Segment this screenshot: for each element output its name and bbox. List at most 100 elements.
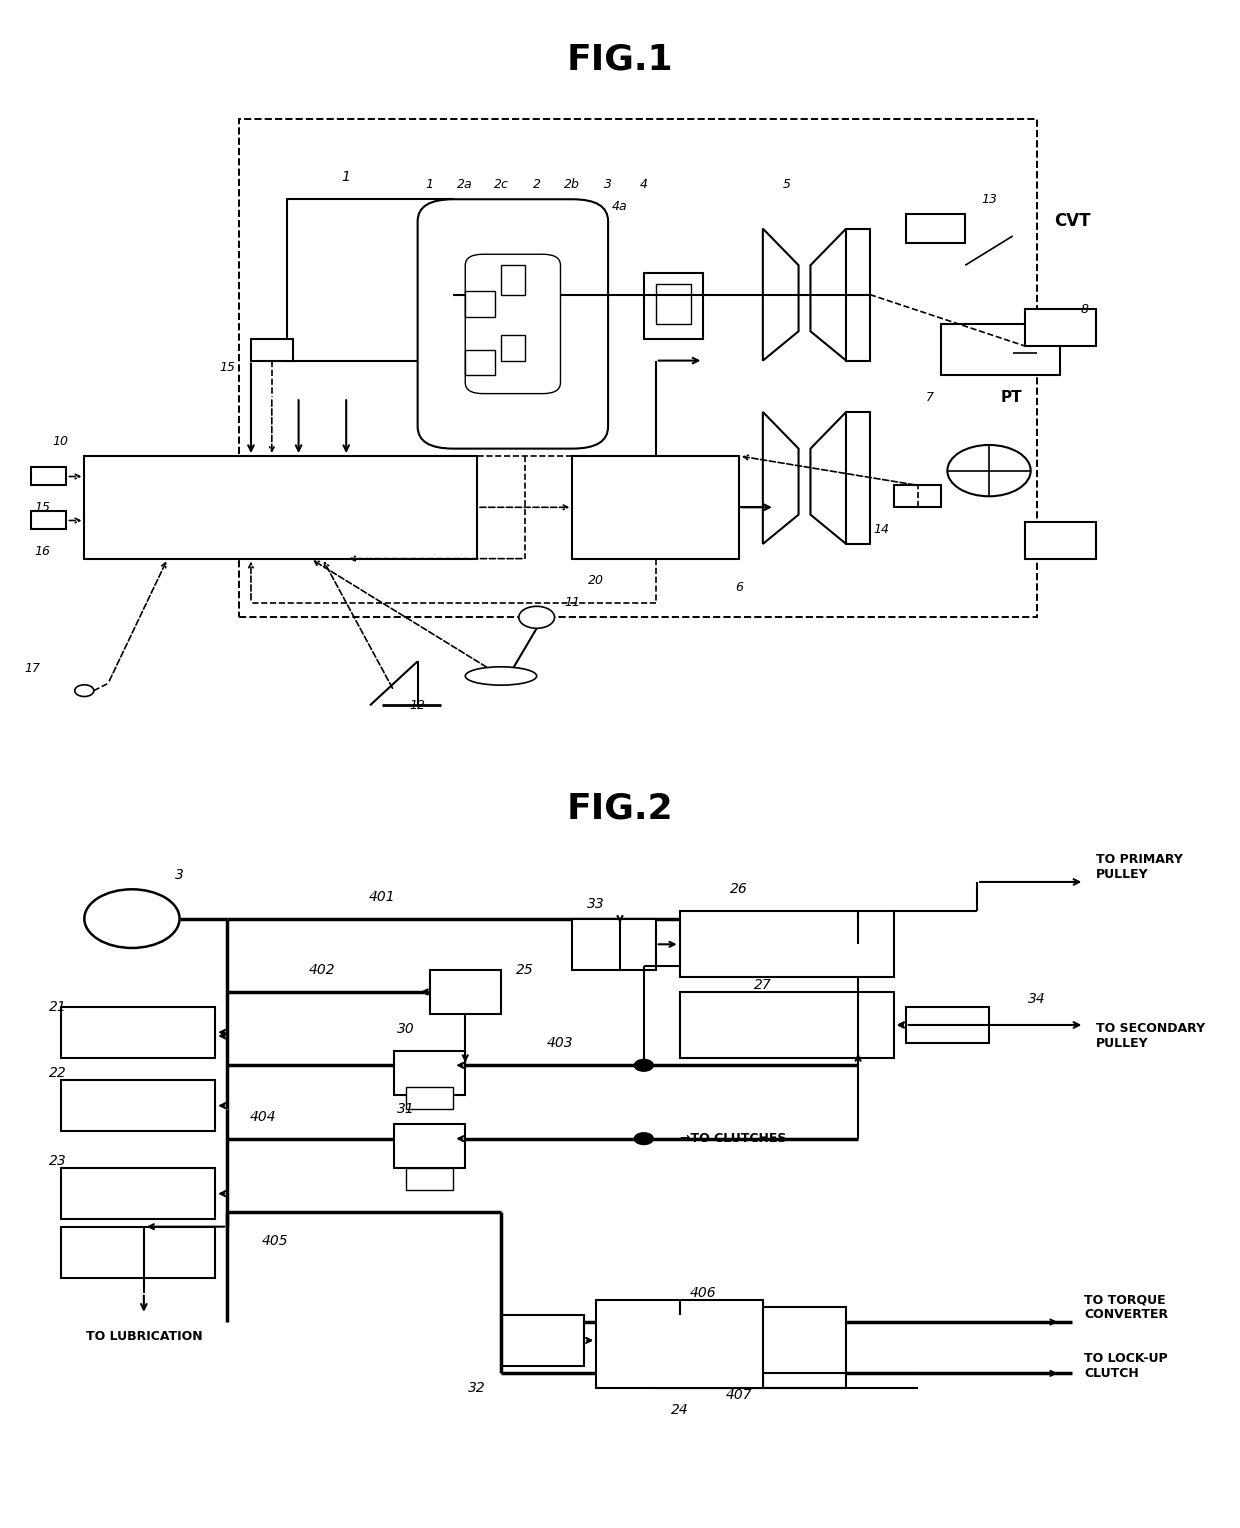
- Bar: [573, 455, 739, 559]
- Text: 403: 403: [547, 1036, 574, 1050]
- Text: 24: 24: [671, 1403, 688, 1416]
- Bar: [846, 229, 870, 361]
- Bar: [501, 1314, 584, 1366]
- Text: 11: 11: [564, 596, 580, 610]
- Text: 25: 25: [516, 963, 533, 976]
- Bar: [656, 1308, 846, 1387]
- Text: 26: 26: [730, 882, 748, 897]
- Bar: [405, 1088, 454, 1109]
- Bar: [394, 1051, 465, 1094]
- Text: TO LUBRICATION: TO LUBRICATION: [86, 1331, 202, 1343]
- Text: 405: 405: [262, 1235, 288, 1248]
- Text: 10: 10: [52, 435, 68, 448]
- Circle shape: [84, 889, 180, 947]
- Bar: [61, 1167, 216, 1219]
- Text: 27: 27: [754, 978, 771, 992]
- Text: PT: PT: [1001, 390, 1023, 405]
- Text: 3: 3: [175, 868, 184, 882]
- Text: 13: 13: [981, 193, 997, 206]
- Bar: [465, 290, 495, 316]
- Text: 8: 8: [1080, 303, 1089, 316]
- Bar: [596, 1300, 763, 1387]
- Text: 21: 21: [48, 999, 67, 1013]
- Text: TO SECONDARY
PULLEY: TO SECONDARY PULLEY: [1096, 1022, 1205, 1050]
- Text: 6: 6: [735, 582, 743, 594]
- Bar: [680, 911, 894, 978]
- Bar: [846, 413, 870, 544]
- Text: 1: 1: [425, 179, 434, 191]
- Text: 7: 7: [925, 391, 934, 403]
- Bar: [31, 468, 67, 486]
- Text: 23: 23: [48, 1154, 67, 1167]
- Text: 12: 12: [409, 698, 425, 712]
- Text: 5: 5: [782, 179, 791, 191]
- Bar: [61, 1007, 216, 1057]
- Bar: [429, 970, 501, 1015]
- Text: TO PRIMARY
PULLEY: TO PRIMARY PULLEY: [1096, 853, 1183, 882]
- Bar: [573, 918, 656, 970]
- Text: TO LOCK-UP
CLUTCH: TO LOCK-UP CLUTCH: [1084, 1352, 1168, 1380]
- Bar: [286, 199, 454, 361]
- Bar: [239, 119, 1037, 617]
- Bar: [905, 214, 965, 243]
- Text: 3: 3: [604, 179, 613, 191]
- Text: 17: 17: [25, 662, 41, 675]
- Bar: [465, 350, 495, 376]
- Text: FIG.1: FIG.1: [567, 43, 673, 76]
- Bar: [656, 284, 692, 324]
- Text: TO TORQUE
CONVERTER: TO TORQUE CONVERTER: [1084, 1293, 1168, 1322]
- Bar: [894, 486, 941, 507]
- Text: 402: 402: [309, 963, 336, 976]
- Text: 2b: 2b: [564, 179, 580, 191]
- Bar: [1024, 309, 1096, 345]
- Bar: [501, 266, 525, 295]
- Bar: [680, 992, 894, 1057]
- Circle shape: [947, 445, 1030, 497]
- Bar: [905, 1007, 990, 1044]
- Text: 2: 2: [533, 179, 541, 191]
- FancyBboxPatch shape: [418, 199, 608, 449]
- Text: 4a: 4a: [613, 200, 627, 212]
- Bar: [501, 335, 525, 361]
- Bar: [61, 1227, 216, 1277]
- Text: 1: 1: [342, 170, 351, 185]
- Text: CVT: CVT: [1054, 212, 1091, 231]
- Text: 401: 401: [368, 889, 396, 903]
- Text: 14: 14: [874, 523, 890, 536]
- Text: FIG.2: FIG.2: [567, 792, 673, 825]
- Text: 32: 32: [469, 1381, 486, 1395]
- Text: 15: 15: [35, 501, 51, 513]
- Text: 2a: 2a: [458, 179, 474, 191]
- Text: 2c: 2c: [494, 179, 508, 191]
- Bar: [31, 510, 67, 529]
- Text: 406: 406: [689, 1285, 717, 1300]
- Polygon shape: [763, 229, 799, 361]
- Bar: [394, 1125, 465, 1167]
- Bar: [1024, 523, 1096, 559]
- Text: →TO CLUTCHES: →TO CLUTCHES: [680, 1132, 786, 1144]
- Bar: [84, 455, 477, 559]
- Text: 16: 16: [35, 545, 51, 558]
- Bar: [405, 1167, 454, 1190]
- Polygon shape: [763, 413, 799, 544]
- Text: 34: 34: [1028, 992, 1045, 1007]
- Bar: [644, 272, 703, 339]
- Text: 404: 404: [249, 1109, 277, 1123]
- Text: 4: 4: [640, 179, 647, 191]
- Circle shape: [74, 685, 94, 697]
- Circle shape: [635, 1132, 653, 1144]
- Polygon shape: [811, 413, 846, 544]
- Bar: [250, 339, 293, 361]
- FancyBboxPatch shape: [465, 254, 560, 394]
- Circle shape: [635, 1059, 653, 1071]
- Ellipse shape: [465, 666, 537, 685]
- Text: 30: 30: [397, 1022, 414, 1036]
- Circle shape: [518, 607, 554, 628]
- Text: 22: 22: [48, 1065, 67, 1080]
- Text: 20: 20: [588, 575, 604, 587]
- Polygon shape: [811, 229, 846, 361]
- Text: 407: 407: [725, 1389, 753, 1403]
- Text: 33: 33: [588, 897, 605, 911]
- Text: 15: 15: [219, 362, 236, 374]
- Bar: [61, 1080, 216, 1131]
